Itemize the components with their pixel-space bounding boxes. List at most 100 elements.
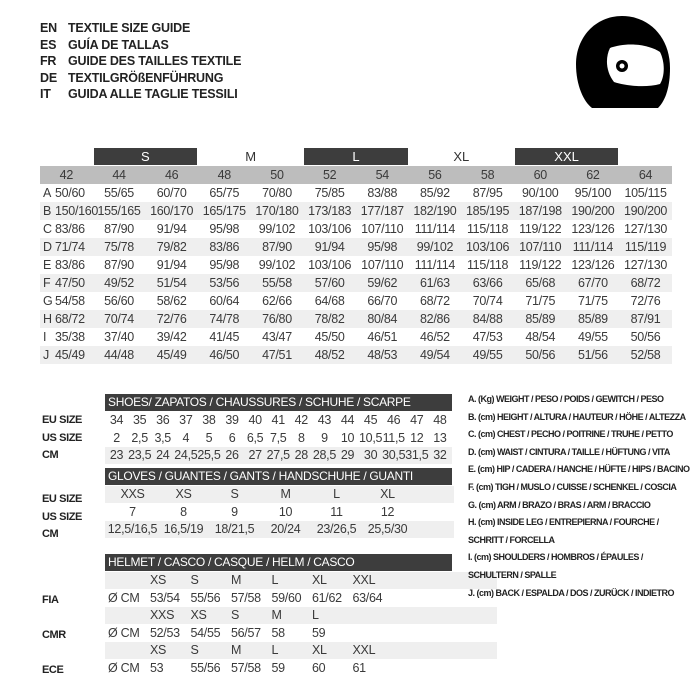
cell-value: 90/100 xyxy=(522,186,559,200)
row-label: EU SIZE xyxy=(42,493,82,505)
cell-value: 71/74 xyxy=(55,240,85,254)
table-cell: 50/56 xyxy=(514,346,567,364)
cell-value: 48/54 xyxy=(525,330,556,344)
table-cell: 56/57 xyxy=(231,625,261,640)
table-cell: 8 xyxy=(297,430,305,445)
table-row: D 71/74 75/78 79/82 83/86 87/90 91/94 95/98 99/1… xyxy=(40,238,672,256)
cell-value: 87/90 xyxy=(262,240,292,254)
row-letter: F xyxy=(43,276,51,290)
table-cell: 11 xyxy=(330,504,343,519)
table-cell: 7,5 xyxy=(269,430,287,445)
legend-line: SCHULTERN / SPALLE xyxy=(468,569,557,580)
table-cell: 79/82 xyxy=(145,238,198,256)
cell-value: 47/51 xyxy=(262,348,292,362)
cell-value: 65/75 xyxy=(209,186,240,200)
row-letter: D xyxy=(43,240,52,254)
table-cell: 85/89 xyxy=(514,310,567,328)
table-cell: 44/48 xyxy=(93,346,146,364)
table-cell: 13 xyxy=(433,430,447,445)
table-cell: 60 xyxy=(312,660,326,675)
size-header: 60 xyxy=(533,168,548,182)
cell-value: 55/65 xyxy=(104,186,134,200)
table-cell: 83/88 xyxy=(356,184,409,202)
table-row: 34 35 36 37 38 39 40 41 42 43 44 45 46 47 48 xyxy=(105,412,452,429)
size-cell: XS xyxy=(190,608,207,622)
language-code: ES xyxy=(40,37,57,52)
table-cell: 185/195 xyxy=(461,202,514,220)
cell-value: 85/89 xyxy=(525,312,556,326)
cell-value: 107/110 xyxy=(519,240,562,254)
table-cell: 30,5 xyxy=(382,448,406,462)
cell-value: 87/91 xyxy=(630,312,661,326)
table-cell: 91/94 xyxy=(145,220,198,238)
table-cell: 123/126 xyxy=(567,256,620,274)
table-cell: 103/106 xyxy=(461,238,514,256)
cell-value: 68/72 xyxy=(630,276,661,290)
table-cell: 20/24 xyxy=(270,522,301,536)
table-cell: 30 xyxy=(363,448,378,462)
row-letter: E xyxy=(43,258,52,272)
size-cell: S xyxy=(231,608,240,622)
legend-line: J. (cm) BACK / ESPALDA / DOS / ZURÜCK / … xyxy=(468,587,675,598)
title-text: TEXTILGRÖßENFÜHRUNG xyxy=(68,70,224,85)
cell-value: 52/58 xyxy=(630,348,661,362)
cell-value: 49/55 xyxy=(472,348,503,362)
row-label: EU SIZE xyxy=(42,414,82,426)
table-row: 7 8 9 10 11 12 xyxy=(105,504,454,521)
size-header: 44 xyxy=(112,168,126,182)
table-cell: 44 xyxy=(340,413,355,427)
cell-value: 123/126 xyxy=(571,222,615,236)
table-cell: 34 xyxy=(109,413,124,427)
table-cell: 47/51 xyxy=(251,346,304,364)
row-letter: G xyxy=(43,294,53,308)
cell-value: 91/94 xyxy=(314,240,345,254)
cell-value: 107/110 xyxy=(361,222,404,236)
size-group-l: L xyxy=(304,148,408,165)
table-cell: 9 xyxy=(321,430,328,445)
cell-value: 50/56 xyxy=(525,348,556,362)
cell-value: 91/94 xyxy=(156,258,187,272)
table-cell: 45 xyxy=(363,413,378,427)
cell-value: 80/84 xyxy=(367,312,398,326)
table-cell: 3,5 xyxy=(154,430,171,445)
title-line: IT GUIDA ALLE TAGLIE TESSILI xyxy=(40,86,241,103)
size-header: 64 xyxy=(638,168,653,182)
standard-label: ECE xyxy=(42,664,64,676)
table-cell: 6,5 xyxy=(246,430,264,445)
legend-line: E. (cm) HIP / CADERA / HANCHE / HÜFTE / … xyxy=(468,464,690,475)
cell-value: 91/94 xyxy=(156,222,187,236)
size-group-m: M xyxy=(245,149,257,164)
language-code: EN xyxy=(40,21,57,35)
table-cell: 61/63 xyxy=(409,274,462,292)
cell-value: 49/52 xyxy=(104,276,134,290)
cell-value: 105/115 xyxy=(624,186,667,200)
cell-value: 68/72 xyxy=(55,312,85,326)
title-line: DE TEXTILGRÖßENFÜHRUNG xyxy=(40,70,241,87)
table-cell: 182/190 xyxy=(409,202,462,220)
table-cell: 103/106 xyxy=(303,220,356,238)
cell-value: 54/58 xyxy=(55,294,85,308)
cell-value: 85/92 xyxy=(420,186,450,200)
table-cell: 39/42 xyxy=(145,328,198,346)
cell-value: 76/80 xyxy=(262,312,292,326)
cell-value: 44/48 xyxy=(104,348,134,362)
table-cell: 155/165 xyxy=(93,202,146,220)
table-cell: 56/60 xyxy=(93,292,146,310)
table-cell: 48/53 xyxy=(356,346,409,364)
table-cell: 90/100 xyxy=(514,184,567,202)
cell-value: 84/88 xyxy=(472,312,503,326)
row-letter: J xyxy=(43,348,49,362)
cell-value: 75/85 xyxy=(314,186,345,200)
table-cell: 70/74 xyxy=(93,310,146,328)
cell-value: 55/58 xyxy=(262,276,292,290)
row-label: CM xyxy=(42,449,59,461)
table-cell: 8 xyxy=(180,504,187,519)
table-cell: 16,5/19 xyxy=(163,522,204,536)
table-row: J 45/49 44/48 45/49 46/50 47/51 48/52 48/53 49/5… xyxy=(40,346,672,364)
cell-value: 107/110 xyxy=(361,258,404,272)
cell-value: 35/38 xyxy=(55,330,85,344)
language-code: DE xyxy=(40,70,57,85)
table-cell: 76/80 xyxy=(251,310,304,328)
table-cell: 62/66 xyxy=(251,292,304,310)
table-cell: 59/62 xyxy=(356,274,409,292)
